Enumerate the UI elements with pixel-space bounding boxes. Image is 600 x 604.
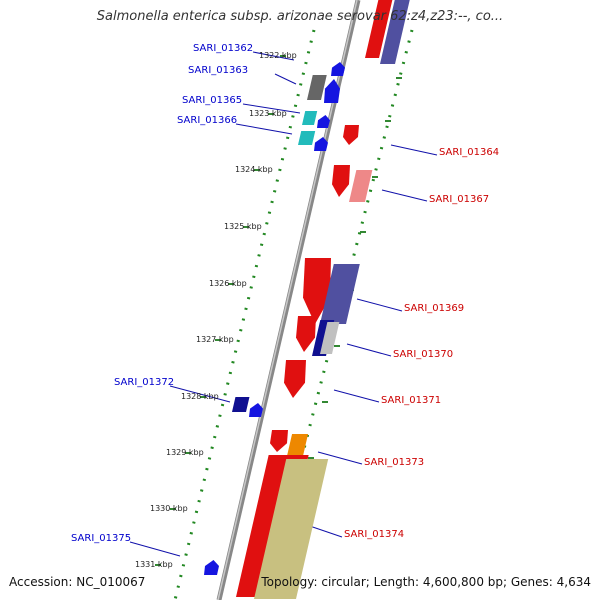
tick-label: 1324 kbp	[235, 165, 273, 174]
gene-block-sari-01365	[302, 111, 318, 125]
label-leader-line	[317, 451, 363, 465]
tick-label: 1331 kbp	[135, 560, 173, 569]
tick-label: 1326 kbp	[209, 279, 247, 288]
gene-label-sari-01373[interactable]: SARI_01373	[364, 457, 425, 468]
label-leader-line	[252, 51, 295, 61]
label-leader-line	[169, 385, 231, 403]
gene-block-sari-01366	[298, 131, 316, 145]
accession-text: Accession: NC_010067	[9, 575, 146, 589]
gene-label-sari-01371[interactable]: SARI_01371	[381, 395, 442, 406]
gene-block-sari-01372	[232, 397, 250, 412]
tick-label: 1327 kbp	[196, 335, 234, 344]
tick-label: 1322 kbp	[259, 51, 297, 60]
gene-block-sari-01370-gray	[320, 322, 340, 354]
gene-arrow-sari-01362	[331, 62, 345, 76]
tick-label: 1323 kbp	[249, 109, 287, 118]
gene-arrow-sari-01371	[284, 360, 306, 398]
gene-arrow-sari-01363	[324, 79, 340, 103]
label-leader-line	[235, 123, 293, 135]
gene-block-sari-01373	[287, 434, 309, 456]
gene-arrow-sari-01366	[314, 137, 328, 151]
gene-label-sari-01370[interactable]: SARI_01370	[393, 349, 454, 360]
tick-label: 1329 kbp	[166, 448, 204, 457]
tick-label: 1328 kbp	[181, 392, 219, 401]
gene-label-sari-01365[interactable]: SARI_01365	[182, 95, 243, 106]
gene-label-sari-01367[interactable]: SARI_01367	[429, 194, 490, 205]
gene-arrow-sari-01370	[296, 316, 316, 352]
gene-label-sari-01364[interactable]: SARI_01364	[439, 147, 500, 158]
gene-label-sari-01374[interactable]: SARI_01374	[344, 529, 405, 540]
gene-arrow-sari-01372	[249, 403, 263, 417]
label-leader-line	[390, 144, 438, 156]
label-leader-line	[274, 73, 297, 85]
gene-block-sari-01369	[320, 264, 360, 324]
gene-arrow-sari-01365	[317, 115, 330, 128]
gene-arrow-sari-01373	[270, 430, 288, 452]
gene-label-sari-01363[interactable]: SARI_01363	[188, 65, 249, 76]
label-leader-line	[356, 298, 403, 312]
tick-label: 1325 kbp	[224, 222, 262, 231]
gene-label-sari-01369[interactable]: SARI_01369	[404, 303, 465, 314]
label-leader-line	[129, 541, 181, 557]
map-title: Salmonella enterica subsp. arizonae sero…	[96, 9, 504, 24]
gene-arrow-sari-01375	[204, 560, 219, 575]
label-leader-line	[333, 389, 380, 403]
gene-label-sari-01366[interactable]: SARI_01366	[177, 115, 238, 126]
label-leader-line	[242, 103, 301, 114]
gene-label-sari-01372[interactable]: SARI_01372	[114, 377, 175, 388]
gene-arrow-sari-01364	[343, 125, 359, 145]
gene-block-sari-01367	[349, 170, 373, 202]
label-leader-line	[346, 343, 392, 357]
gene-block-sari-01374-khaki	[254, 459, 329, 599]
gene-label-sari-01375[interactable]: SARI_01375	[71, 533, 132, 544]
gene-label-sari-01362[interactable]: SARI_01362	[193, 43, 254, 54]
gene-block-sari-01363-gray	[307, 75, 327, 100]
topology-text: Topology: circular; Length: 4,600,800 bp…	[261, 575, 591, 589]
gene-arrow-sari-01367	[332, 165, 350, 197]
gene-block-minus	[365, 0, 393, 58]
tick-label: 1330 kbp	[150, 504, 188, 513]
gene-block-minus	[380, 0, 410, 64]
label-leader-line	[381, 189, 428, 202]
